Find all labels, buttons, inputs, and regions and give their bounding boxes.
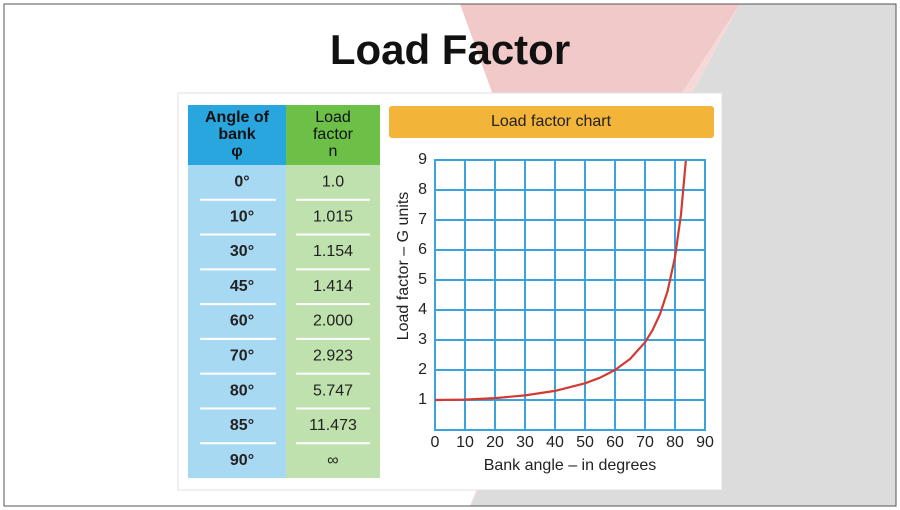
table-cell: 0°	[234, 174, 249, 191]
y-tick-label: 7	[418, 211, 427, 228]
table-cell: 1.414	[313, 278, 353, 295]
x-tick-label: 40	[546, 434, 564, 451]
y-axis-label: Load factor – G units	[395, 192, 412, 341]
y-tick-label: 6	[418, 241, 427, 258]
table-cell: 45°	[230, 278, 254, 295]
table-cell: 10°	[230, 208, 254, 225]
chart-title: Load factor chart	[491, 113, 612, 130]
table-cell: 85°	[230, 417, 254, 434]
table-cell: 90°	[230, 452, 254, 469]
y-tick-label: 1	[418, 391, 427, 408]
header-cell	[286, 105, 380, 165]
table-cell: 80°	[230, 382, 254, 399]
y-tick-label: 5	[418, 271, 427, 288]
data-line	[434, 160, 687, 402]
table-cell: 1.154	[313, 243, 353, 260]
table-cell: 30°	[230, 243, 254, 260]
header-text: factor	[313, 126, 354, 143]
y-tick-label: 3	[418, 331, 427, 348]
x-tick-label: 50	[576, 434, 594, 451]
table-cell: 2.000	[313, 313, 353, 330]
header-text: n	[329, 143, 338, 160]
slide-title: Load Factor	[330, 26, 570, 73]
header-text: Load	[315, 109, 351, 126]
header-cell	[188, 105, 286, 165]
table-cell: 1.015	[313, 208, 353, 225]
plot-frame	[434, 159, 706, 431]
x-tick-label: 60	[606, 434, 624, 451]
y-tick-label: 8	[418, 181, 427, 198]
table-cell: 5.747	[313, 382, 353, 399]
table-cell: 11.473	[309, 417, 357, 434]
header-text: bank	[218, 126, 255, 143]
x-tick-label: 80	[666, 434, 684, 451]
x-tick-label: 20	[486, 434, 504, 451]
y-tick-label: 2	[418, 361, 427, 378]
x-axis-label: Bank angle – in degrees	[484, 457, 657, 474]
y-tick-label: 4	[418, 301, 427, 318]
header-text: Angle of	[205, 109, 270, 126]
x-tick-label: 10	[456, 434, 474, 451]
col-bg	[188, 165, 286, 478]
slide-border	[3, 3, 897, 507]
table-cell: 1.0	[322, 174, 344, 191]
x-tick-label: 30	[516, 434, 534, 451]
x-tick-label: 70	[636, 434, 654, 451]
table-cell: 60°	[230, 313, 254, 330]
table-cell: 70°	[230, 347, 254, 364]
table-cell: ∞	[327, 452, 338, 469]
chart-header	[389, 106, 714, 138]
table-cell: 2.923	[313, 347, 353, 364]
y-tick-label: 9	[418, 151, 427, 168]
x-tick-label: 90	[696, 434, 714, 451]
header-text: φ	[231, 143, 242, 160]
x-tick-label: 0	[431, 434, 440, 451]
col-bg	[286, 165, 380, 478]
